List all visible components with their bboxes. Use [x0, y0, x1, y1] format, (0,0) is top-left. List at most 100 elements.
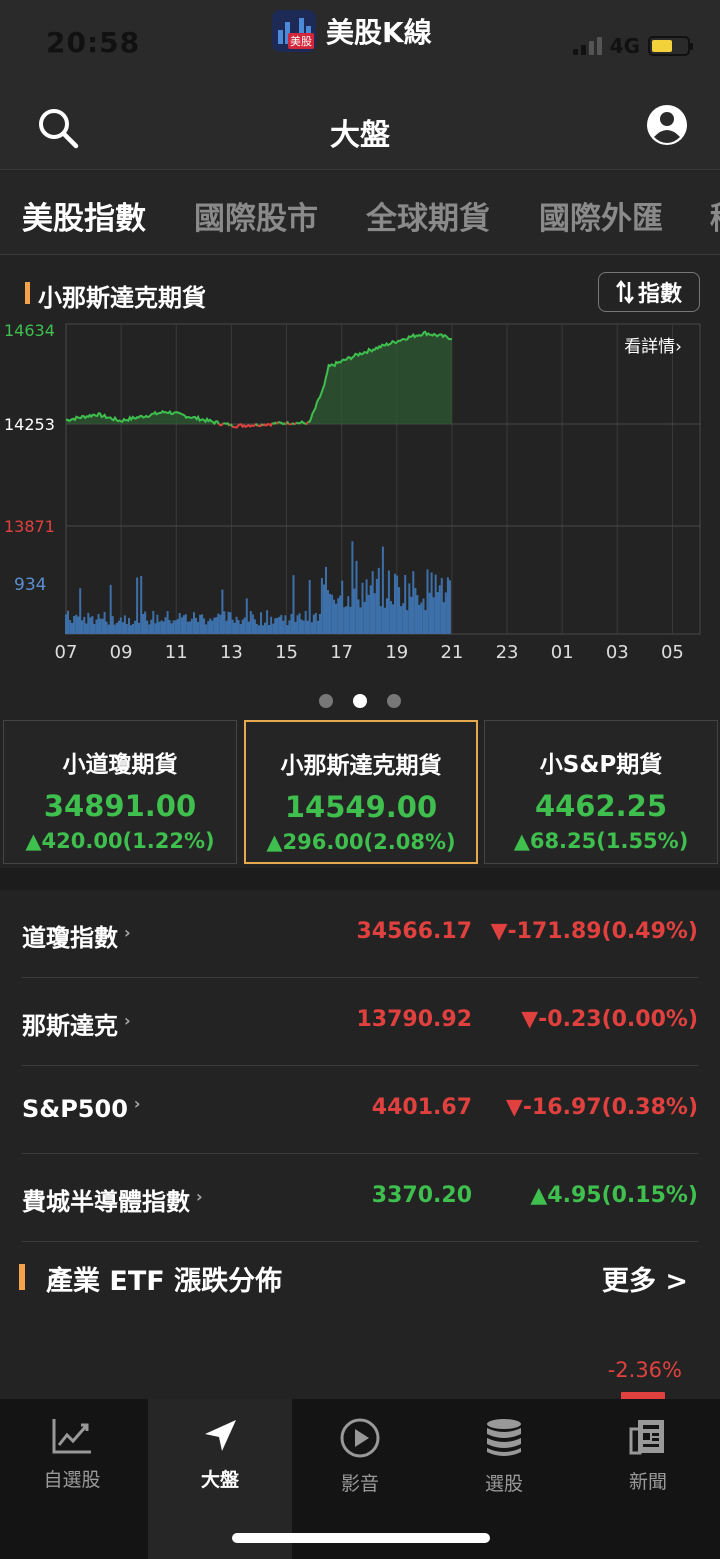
- index-name: 那斯達克 ›: [22, 1011, 131, 1040]
- app-name: 美股K線: [326, 16, 432, 49]
- tab-more[interactable]: 稀: [710, 193, 720, 238]
- status-time: 20:58: [46, 26, 141, 59]
- user-icon[interactable]: [646, 104, 688, 146]
- y-axis-label: 14253: [4, 415, 55, 434]
- future-card-sp[interactable]: 小S&P期貨 4462.25 ▲68.25(1.55%): [484, 720, 718, 864]
- page-title: 大盤: [330, 118, 390, 153]
- index-value: 13790.92: [356, 1007, 472, 1032]
- chevron-right-icon: ›: [124, 1011, 131, 1030]
- pager-dot[interactable]: [387, 694, 401, 708]
- x-tick-label: 23: [496, 642, 519, 663]
- price-line-up: [223, 422, 231, 427]
- volume-label: 934: [14, 575, 46, 595]
- price-area: [66, 331, 452, 424]
- index-toggle-label: 指數: [637, 282, 682, 307]
- etf-section-header: 產業 ETF 漲跌分佈 更多 >: [0, 1242, 720, 1312]
- index-name: 費城半導體指數 ›: [22, 1187, 203, 1216]
- tab-us-indices[interactable]: 美股指數: [22, 201, 146, 237]
- price-line-down: [262, 422, 274, 428]
- x-tick-label: 05: [661, 642, 684, 663]
- bottom-nav-label: 新聞: [628, 1471, 667, 1493]
- future-price: 34891.00: [43, 789, 197, 823]
- y-axis-label: 13871: [4, 517, 55, 536]
- index-change: ▲4.95(0.15%): [530, 1183, 698, 1208]
- bottom-nav-label: 影音: [340, 1473, 379, 1495]
- price-line-down: [231, 422, 257, 429]
- future-name: 小S&P期貨: [539, 752, 663, 778]
- x-tick-label: 17: [330, 642, 353, 663]
- future-change: ▲68.25(1.55%): [513, 829, 689, 853]
- index-toggle-button[interactable]: 指數: [598, 272, 700, 312]
- section-marker: [25, 282, 30, 304]
- index-name: 道瓊指數 ›: [22, 923, 131, 952]
- search-icon[interactable]: [36, 106, 80, 150]
- status-indicators: 4G: [572, 34, 693, 58]
- tab-global-futures[interactable]: 全球期貨: [366, 201, 490, 237]
- volume-bars: [65, 541, 451, 634]
- x-tick-label: 19: [385, 642, 408, 663]
- price-line-down: [305, 421, 309, 425]
- index-list: 道瓊指數 › 34566.17 ▼-171.89(0.49%) 那斯達克 › 137…: [0, 890, 720, 1242]
- future-price: 4462.25: [534, 789, 668, 823]
- bottom-nav-news[interactable]: 新聞: [576, 1399, 720, 1559]
- newspaper-icon: [629, 1420, 664, 1455]
- etf-bar-value: -2.36%: [607, 1358, 682, 1382]
- index-change: ▼-0.23(0.00%): [521, 1007, 698, 1032]
- index-value: 3370.20: [371, 1183, 472, 1208]
- y-axis-label: 14634: [4, 321, 55, 340]
- bottom-nav-screener[interactable]: 選股: [432, 1399, 576, 1559]
- sort-arrows-icon: [616, 280, 634, 304]
- tab-forex[interactable]: 國際外匯: [539, 201, 663, 237]
- database-stack-icon: [487, 1419, 521, 1456]
- x-tick-label: 21: [440, 642, 463, 663]
- signal-icon: [572, 37, 602, 55]
- status-bar: 20:58 美股 美股K線 4G: [0, 0, 720, 88]
- etf-title: 產業 ETF 漲跌分佈: [46, 1266, 283, 1297]
- pager-dot-active[interactable]: [353, 694, 367, 708]
- chevron-right-icon: ›: [133, 1094, 141, 1113]
- index-value: 34566.17: [356, 919, 472, 944]
- app-logo-text: 美股: [288, 33, 314, 49]
- price-line-up: [277, 420, 287, 426]
- index-row-sp500[interactable]: S&P500 › 4401.67 ▼-16.97(0.38%): [22, 1066, 698, 1154]
- price-line-down: [257, 423, 263, 428]
- price-line-up: [229, 423, 234, 427]
- bottom-nav-watchlist[interactable]: 自選股: [0, 1399, 144, 1559]
- x-tick-label: 11: [165, 642, 188, 663]
- bottom-nav-label: 大盤: [200, 1469, 239, 1491]
- future-card-nasdaq[interactable]: 小那斯達克期貨 14549.00 ▲296.00(2.08%): [244, 720, 478, 864]
- bottom-nav-video[interactable]: 影音: [288, 1399, 432, 1559]
- future-card-dow[interactable]: 小道瓊期貨 34891.00 ▲420.00(1.22%): [3, 720, 237, 864]
- price-line-up: [261, 423, 265, 427]
- future-name: 小道瓊期貨: [62, 752, 178, 778]
- etf-more-link[interactable]: 更多 >: [601, 1266, 688, 1297]
- futures-cards: 小道瓊期貨 34891.00 ▲420.00(1.22%) 小那斯達克期貨 14…: [0, 720, 720, 866]
- price-line-up: [307, 330, 453, 423]
- nav-bar: 大盤: [0, 88, 720, 170]
- price-line-down: [293, 421, 297, 426]
- intraday-chart[interactable]: 14634 14253 13871 934 07 09 11 13 15 17 19 21 23 01 03…: [0, 316, 720, 666]
- index-name: S&P500 ›: [22, 1094, 141, 1123]
- future-price: 14549.00: [284, 790, 438, 824]
- pager-dot[interactable]: [319, 694, 333, 708]
- index-row-nasdaq[interactable]: 那斯達克 › 13790.92 ▼-0.23(0.00%): [22, 978, 698, 1066]
- price-line-up: [255, 423, 259, 427]
- index-row-dow[interactable]: 道瓊指數 › 34566.17 ▼-171.89(0.49%): [22, 890, 698, 978]
- play-circle-icon: [340, 1418, 380, 1458]
- index-row-sox[interactable]: 費城半導體指數 › 3370.20 ▲4.95(0.15%): [22, 1154, 698, 1242]
- x-tick-label: 09: [110, 642, 133, 663]
- chart-panel: 小那斯達克期貨 指數 14634 14253 13871 934 07 09 11 13 15 1…: [0, 256, 720, 716]
- home-indicator: [232, 1533, 490, 1543]
- etf-bar: [621, 1392, 665, 1400]
- chart-line-icon: [52, 1419, 91, 1454]
- price-line-up: [295, 420, 308, 426]
- details-link[interactable]: 看詳情›: [624, 337, 682, 357]
- bottom-nav-market[interactable]: 大盤: [148, 1399, 292, 1559]
- market-tabs: 美股指數 國際股市 全球期貨 國際外匯 稀: [0, 171, 720, 255]
- x-tick-label: 13: [220, 642, 243, 663]
- future-change: ▲420.00(1.22%): [25, 829, 215, 853]
- price-line-up: [286, 420, 290, 425]
- price-line-up: [65, 409, 220, 426]
- app-badge: 美股 美股K線: [272, 10, 432, 52]
- tab-international-stocks[interactable]: 國際股市: [194, 201, 318, 237]
